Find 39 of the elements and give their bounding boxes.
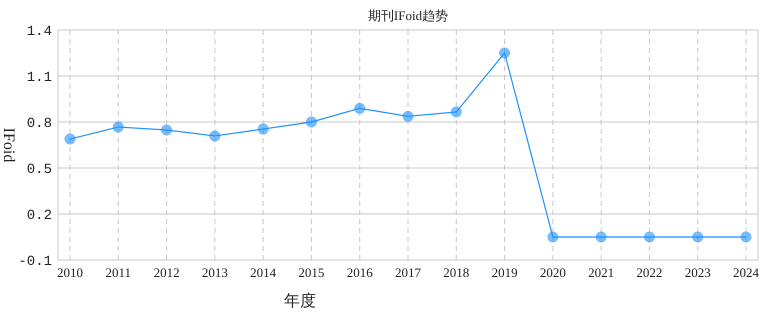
x-tick-label: 2020 bbox=[540, 265, 566, 280]
y-tick-label: -0.1 bbox=[18, 254, 52, 270]
point bbox=[354, 102, 366, 114]
point bbox=[499, 48, 510, 58]
point bbox=[644, 232, 655, 242]
y-tick-label: 0.2 bbox=[26, 208, 52, 224]
point bbox=[596, 232, 607, 242]
point bbox=[112, 122, 124, 133]
x-tick-label: 2013 bbox=[202, 265, 228, 280]
y-tick-label: 1.4 bbox=[26, 24, 52, 40]
point bbox=[402, 110, 414, 122]
x-tick-label: 2016 bbox=[346, 265, 374, 280]
x-tick-label: 2017 bbox=[395, 265, 422, 280]
y-axis-title: IFoid bbox=[0, 128, 17, 162]
x-tick-label: 2011 bbox=[106, 265, 132, 280]
y-tick-label: 0.8 bbox=[26, 116, 52, 132]
chart-title: 期刊IFoid趋势 bbox=[368, 8, 448, 23]
point bbox=[64, 134, 76, 145]
x-tick-label: 2024 bbox=[733, 265, 760, 280]
x-tick-label: 2018 bbox=[443, 265, 470, 280]
point bbox=[209, 130, 220, 142]
x-tick-label: 2014 bbox=[250, 265, 277, 280]
x-axis-title: 年度 bbox=[284, 292, 316, 310]
point bbox=[258, 124, 269, 135]
point bbox=[306, 116, 317, 128]
y-tick-label: 0.5 bbox=[26, 162, 52, 178]
point bbox=[161, 124, 172, 136]
x-tick-label: 2022 bbox=[636, 265, 662, 280]
x-tick-label: 2010 bbox=[57, 265, 83, 280]
x-tick-label: 2019 bbox=[492, 265, 518, 280]
x-tick-label: 2012 bbox=[154, 265, 180, 280]
x-tick-label: 2021 bbox=[588, 265, 614, 280]
point bbox=[692, 232, 704, 242]
point bbox=[547, 232, 558, 242]
x-tick-label: 2023 bbox=[684, 265, 711, 280]
point bbox=[450, 106, 462, 118]
x-tick-label: 2015 bbox=[298, 265, 324, 280]
point bbox=[740, 232, 752, 242]
y-tick-label: 1.1 bbox=[26, 70, 52, 86]
